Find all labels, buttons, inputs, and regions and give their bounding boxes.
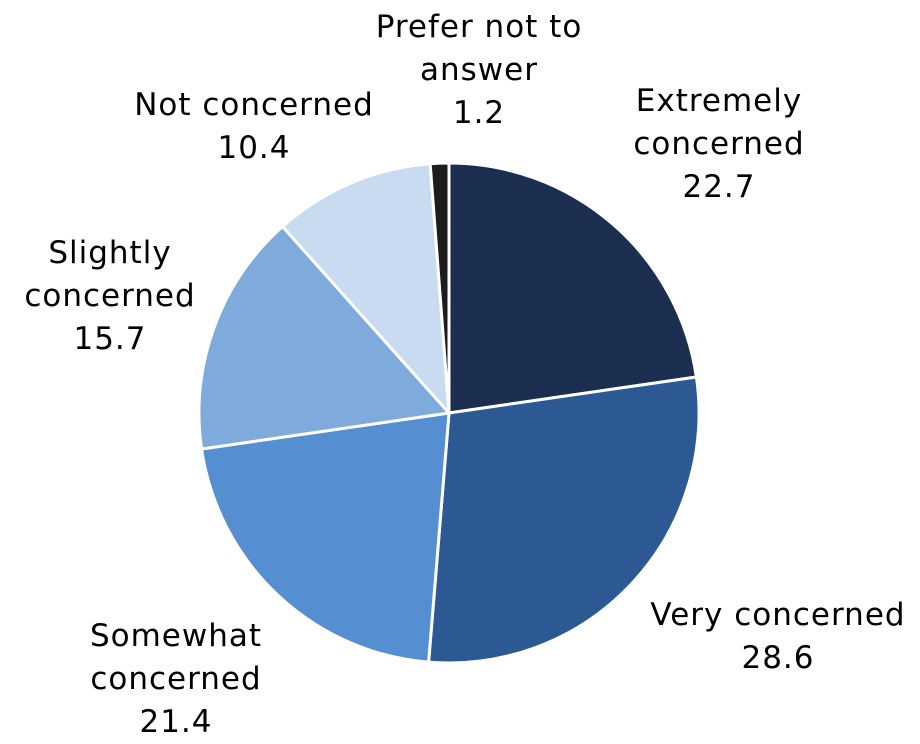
data-label-category: Somewhat [90,618,262,654]
pie-slice-prefer-not-to-answer [428,161,451,415]
data-label-category: Not concerned [134,87,374,123]
data-label-somewhat-concerned: Somewhat concerned 21.4 [90,618,262,740]
pie-slice-very-concerned [427,375,701,665]
pie-slice-slightly-concerned [197,225,451,451]
data-label-category: answer [420,52,538,88]
pie-slice-not-concerned [281,162,451,415]
data-label-very-concerned: Very concerned 28.6 [650,597,905,676]
data-label-category: Prefer not to [376,9,583,45]
data-label-value: 10.4 [217,130,290,166]
data-label-prefer-not-to-answer: Prefer not to answer 1.2 [376,9,583,131]
data-label-value: 22.7 [682,169,755,205]
slices-layer [197,161,701,665]
data-label-value: 15.7 [73,321,146,357]
data-label-category: Extremely [636,83,802,119]
data-label-value: 21.4 [139,704,212,740]
pie-slice-somewhat-concerned [200,411,451,664]
data-label-category: Very concerned [650,597,905,633]
data-label-slightly-concerned: Slightly concerned 15.7 [24,235,195,357]
pie-slice-extremely-concerned [447,161,698,415]
data-label-value: 28.6 [741,640,814,676]
data-label-value: 1.2 [453,95,505,131]
data-label-not-concerned: Not concerned 10.4 [134,87,374,166]
data-label-category: concerned [24,278,195,314]
data-label-category: concerned [633,126,804,162]
data-label-extremely-concerned: Extremely concerned 22.7 [633,83,804,205]
data-label-category: Slightly [48,235,171,271]
labels-layer: Extremely concerned 22.7 Very concerned 28.6… [24,9,905,740]
data-label-category: concerned [90,661,261,697]
